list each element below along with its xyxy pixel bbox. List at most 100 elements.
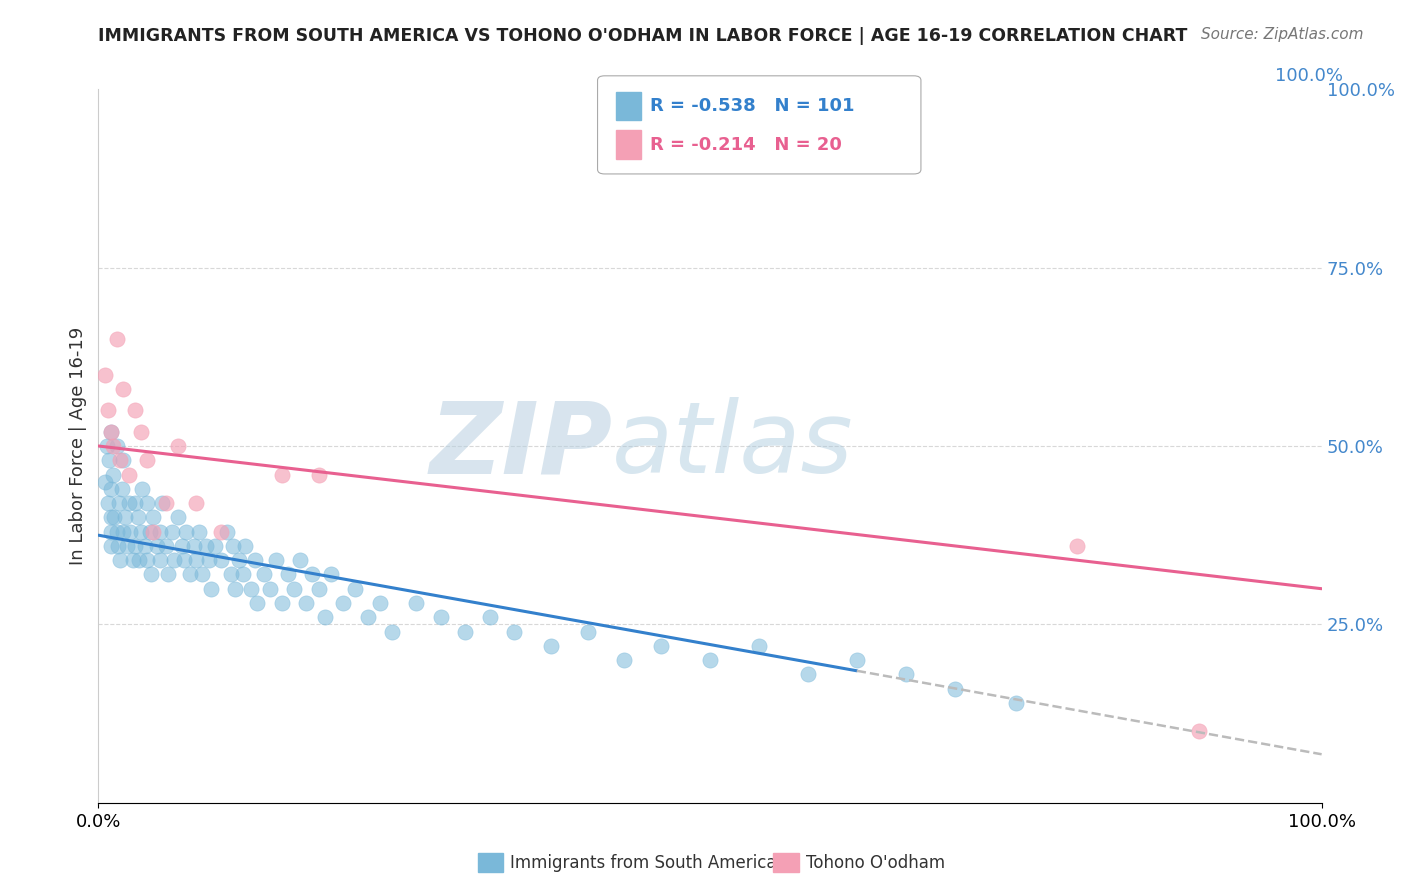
Point	[110, 453, 132, 467]
Y-axis label: In Labor Force | Age 16-19: In Labor Force | Age 16-19	[69, 326, 87, 566]
Point	[308, 582, 330, 596]
Point	[101, 439, 124, 453]
Point	[748, 639, 770, 653]
Point	[405, 596, 427, 610]
Point	[219, 567, 242, 582]
Point	[160, 524, 183, 539]
Point	[246, 596, 269, 610]
Point	[124, 539, 146, 553]
Point	[100, 425, 122, 439]
Point	[613, 653, 636, 667]
Point	[314, 610, 336, 624]
Point	[209, 553, 232, 567]
Point	[167, 439, 190, 453]
Point	[100, 524, 122, 539]
Point	[186, 553, 208, 567]
Point	[93, 368, 115, 382]
Point	[100, 539, 122, 553]
Point	[128, 553, 150, 567]
Point	[105, 524, 128, 539]
Point	[150, 496, 173, 510]
Point	[1188, 724, 1211, 739]
Point	[228, 553, 250, 567]
Point	[1066, 539, 1088, 553]
Point	[503, 624, 526, 639]
Point	[170, 539, 193, 553]
Point	[118, 467, 141, 482]
Point	[252, 567, 274, 582]
Point	[943, 681, 966, 696]
Point	[894, 667, 917, 681]
Point	[270, 467, 294, 482]
Text: Source: ZipAtlas.com: Source: ZipAtlas.com	[1201, 27, 1364, 42]
Point	[197, 553, 219, 567]
Point	[173, 553, 195, 567]
Point	[179, 567, 201, 582]
Text: R = -0.538   N = 101: R = -0.538 N = 101	[650, 97, 853, 115]
Point	[155, 539, 177, 553]
Point	[108, 496, 131, 510]
Point	[136, 496, 159, 510]
Point	[356, 610, 378, 624]
Point	[96, 439, 118, 453]
Point	[111, 482, 134, 496]
Point	[146, 539, 169, 553]
Point	[97, 403, 120, 417]
Point	[100, 425, 122, 439]
Point	[149, 524, 172, 539]
Point	[224, 582, 246, 596]
Text: ZIP: ZIP	[429, 398, 612, 494]
Point	[157, 567, 180, 582]
Point	[454, 624, 477, 639]
Point	[129, 524, 152, 539]
Point	[277, 567, 299, 582]
Point	[381, 624, 404, 639]
Point	[270, 596, 294, 610]
Point	[290, 553, 312, 567]
Point	[195, 539, 218, 553]
Text: Tohono O'odham: Tohono O'odham	[806, 854, 945, 871]
Point	[308, 467, 330, 482]
Text: atlas: atlas	[612, 398, 853, 494]
Point	[105, 332, 128, 346]
Point	[200, 582, 222, 596]
Point	[115, 539, 138, 553]
Point	[240, 582, 263, 596]
Point	[167, 510, 190, 524]
Point	[127, 510, 149, 524]
Point	[124, 403, 146, 417]
Point	[368, 596, 391, 610]
Point	[430, 610, 453, 624]
Point	[699, 653, 721, 667]
Point	[114, 510, 136, 524]
Point	[103, 510, 125, 524]
Point	[100, 510, 122, 524]
Point	[187, 524, 209, 539]
Point	[243, 553, 266, 567]
Point	[120, 524, 142, 539]
Point	[183, 539, 205, 553]
Point	[149, 553, 172, 567]
Point	[101, 467, 124, 482]
Text: 100.0%: 100.0%	[1275, 67, 1343, 85]
Point	[155, 496, 177, 510]
Point	[97, 496, 120, 510]
Point	[1004, 696, 1026, 710]
Point	[319, 567, 342, 582]
Point	[233, 539, 256, 553]
Point	[478, 610, 501, 624]
Point	[111, 382, 134, 396]
Point	[118, 496, 141, 510]
Point	[121, 553, 143, 567]
Point	[576, 624, 599, 639]
Point	[136, 553, 159, 567]
Point	[163, 553, 186, 567]
Point	[98, 453, 121, 467]
Point	[301, 567, 323, 582]
Point	[283, 582, 305, 596]
Text: Immigrants from South America: Immigrants from South America	[510, 854, 778, 871]
Point	[540, 639, 562, 653]
Point	[105, 439, 128, 453]
Point	[209, 524, 232, 539]
Point	[134, 539, 156, 553]
